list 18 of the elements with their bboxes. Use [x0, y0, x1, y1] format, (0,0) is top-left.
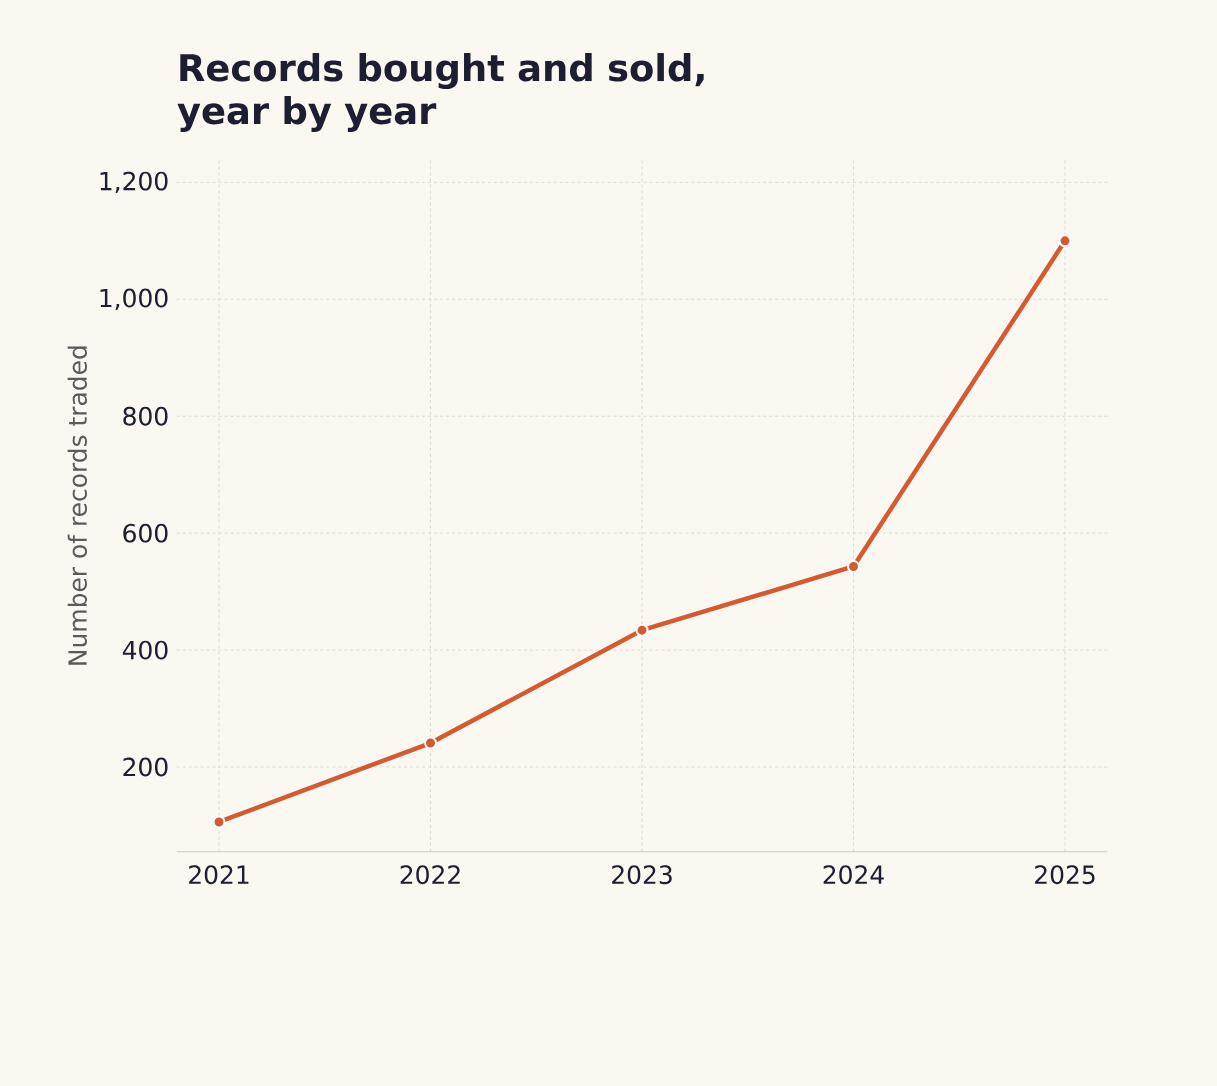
y-axis-title: Number of records traded	[67, 346, 87, 665]
y-tick-label: 200	[123, 757, 168, 777]
y-tick-label: 1,200	[100, 171, 168, 193]
point	[847, 559, 860, 573]
chart-title: Records bought and sold, year by year	[177, 52, 704, 132]
x-tick-label: 2025	[1035, 865, 1095, 885]
y-tick-label: 1,000	[100, 288, 168, 310]
point	[1058, 234, 1072, 248]
point	[635, 623, 649, 637]
y-tick-label: 600	[123, 523, 168, 543]
y-tick-label: 800	[123, 406, 168, 426]
x-tick-label: 2022	[400, 865, 460, 885]
y-tick-label: 400	[122, 640, 168, 660]
x-tick-label: 2023	[612, 865, 672, 885]
point	[424, 736, 437, 750]
x-tick-label: 2024	[823, 865, 884, 885]
point	[212, 815, 226, 829]
x-tick-label: 2021	[189, 865, 249, 885]
